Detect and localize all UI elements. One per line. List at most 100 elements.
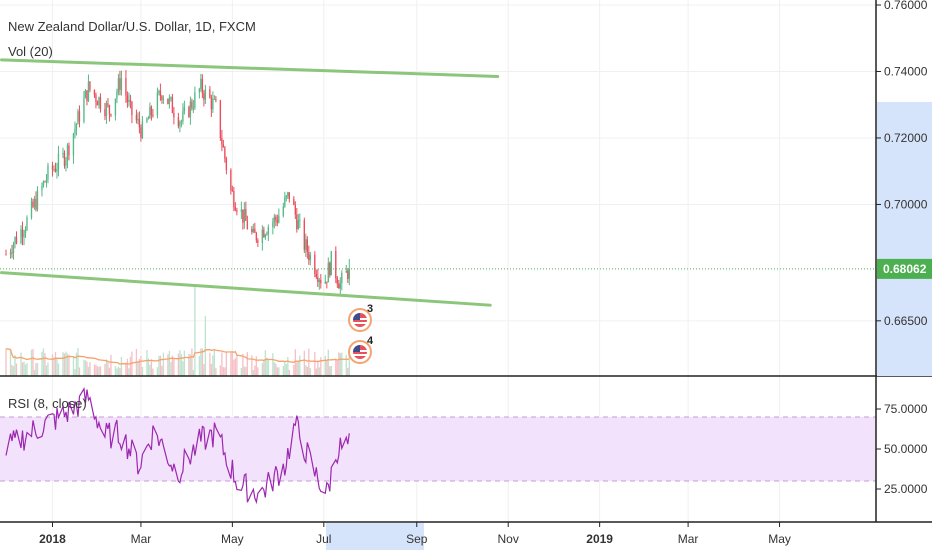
candle[interactable] bbox=[45, 179, 48, 183]
candle[interactable] bbox=[330, 251, 332, 276]
candle[interactable] bbox=[255, 232, 258, 241]
candle[interactable] bbox=[261, 229, 264, 243]
candle[interactable] bbox=[170, 97, 172, 99]
candle[interactable] bbox=[251, 229, 253, 232]
rsi-axis[interactable]: 75.0000 50.0000 25.0000 bbox=[876, 402, 928, 496]
candle[interactable] bbox=[83, 98, 85, 122]
candle[interactable] bbox=[135, 115, 138, 121]
time-axis[interactable]: 2018 Mar May Jul Sep Nov 2019 Mar May bbox=[39, 522, 791, 546]
candle[interactable] bbox=[156, 92, 159, 116]
candle[interactable] bbox=[209, 89, 211, 98]
candle[interactable] bbox=[180, 121, 183, 123]
candle[interactable] bbox=[177, 117, 180, 127]
candle[interactable] bbox=[278, 215, 280, 223]
candle[interactable] bbox=[347, 270, 349, 279]
candle[interactable] bbox=[179, 122, 181, 127]
candle[interactable] bbox=[89, 81, 91, 90]
candle[interactable] bbox=[138, 118, 141, 128]
candle[interactable] bbox=[158, 90, 160, 93]
candle[interactable] bbox=[66, 145, 69, 161]
candle[interactable] bbox=[240, 209, 243, 212]
candle[interactable] bbox=[234, 207, 237, 211]
candle[interactable] bbox=[147, 118, 150, 120]
candle[interactable] bbox=[201, 78, 204, 94]
candle[interactable] bbox=[192, 107, 195, 109]
candle[interactable] bbox=[303, 220, 305, 250]
candle[interactable] bbox=[273, 216, 276, 223]
candle[interactable] bbox=[272, 222, 274, 227]
candle[interactable] bbox=[231, 189, 234, 192]
candle[interactable] bbox=[110, 114, 112, 116]
candle[interactable] bbox=[200, 78, 202, 89]
price-axis[interactable]: 0.76000 0.74000 0.72000 0.70000 0.68062 0.665… bbox=[876, 0, 932, 328]
candle[interactable] bbox=[131, 101, 133, 116]
candle[interactable] bbox=[299, 220, 301, 222]
candle[interactable] bbox=[212, 98, 214, 110]
candle[interactable] bbox=[335, 251, 337, 279]
candle[interactable] bbox=[47, 165, 49, 180]
candle[interactable] bbox=[285, 195, 288, 198]
candle[interactable] bbox=[78, 111, 81, 122]
lower-trendline[interactable] bbox=[0, 271, 492, 307]
candle[interactable] bbox=[128, 100, 130, 102]
event-marker[interactable]: 4 bbox=[348, 335, 374, 364]
candle[interactable] bbox=[282, 206, 285, 216]
candle[interactable] bbox=[215, 98, 217, 101]
candle[interactable] bbox=[171, 97, 174, 114]
candle[interactable] bbox=[152, 115, 154, 117]
candle[interactable] bbox=[62, 152, 64, 154]
candle[interactable] bbox=[297, 220, 300, 230]
candle[interactable] bbox=[159, 90, 162, 97]
candle[interactable] bbox=[44, 181, 46, 183]
candle[interactable] bbox=[161, 96, 163, 100]
candle[interactable] bbox=[224, 147, 226, 159]
candle[interactable] bbox=[264, 234, 267, 238]
candle[interactable] bbox=[183, 107, 186, 112]
candle[interactable] bbox=[24, 229, 27, 234]
candle[interactable] bbox=[305, 239, 307, 250]
candle[interactable] bbox=[162, 98, 165, 100]
candle[interactable] bbox=[11, 252, 13, 254]
candle[interactable] bbox=[326, 281, 328, 283]
candle[interactable] bbox=[116, 91, 118, 99]
candle[interactable] bbox=[26, 217, 28, 230]
candle[interactable] bbox=[345, 270, 347, 273]
candle[interactable] bbox=[242, 209, 244, 223]
rsi-line[interactable] bbox=[5, 386, 350, 505]
candle[interactable] bbox=[294, 204, 297, 215]
candle[interactable] bbox=[93, 89, 96, 95]
candle[interactable] bbox=[317, 277, 319, 282]
trendlines[interactable] bbox=[0, 58, 500, 307]
candle[interactable] bbox=[266, 234, 268, 236]
candle[interactable] bbox=[243, 209, 246, 223]
candle[interactable] bbox=[210, 97, 213, 110]
candle[interactable] bbox=[36, 190, 39, 210]
candle[interactable] bbox=[236, 210, 238, 212]
candle[interactable] bbox=[287, 192, 289, 196]
candle[interactable] bbox=[329, 262, 331, 276]
candle[interactable] bbox=[9, 252, 12, 255]
candle[interactable] bbox=[84, 90, 87, 99]
candle[interactable] bbox=[233, 191, 235, 208]
candle[interactable] bbox=[117, 78, 120, 92]
candle[interactable] bbox=[338, 284, 340, 289]
candle[interactable] bbox=[74, 128, 76, 134]
candle[interactable] bbox=[65, 160, 67, 166]
candle[interactable] bbox=[182, 111, 184, 122]
candle[interactable] bbox=[339, 282, 341, 289]
candle[interactable] bbox=[140, 127, 142, 138]
candle[interactable] bbox=[30, 201, 33, 218]
candle[interactable] bbox=[219, 100, 222, 139]
candle[interactable] bbox=[336, 278, 338, 285]
candle[interactable] bbox=[23, 233, 25, 238]
candle[interactable] bbox=[33, 199, 36, 207]
candle[interactable] bbox=[254, 228, 256, 233]
candle[interactable] bbox=[341, 272, 343, 283]
candle[interactable] bbox=[5, 254, 7, 256]
candle[interactable] bbox=[104, 109, 106, 117]
candle[interactable] bbox=[126, 95, 129, 102]
candle[interactable] bbox=[57, 153, 60, 170]
candle[interactable] bbox=[54, 168, 57, 172]
candle[interactable] bbox=[288, 192, 291, 199]
candle[interactable] bbox=[314, 254, 316, 274]
